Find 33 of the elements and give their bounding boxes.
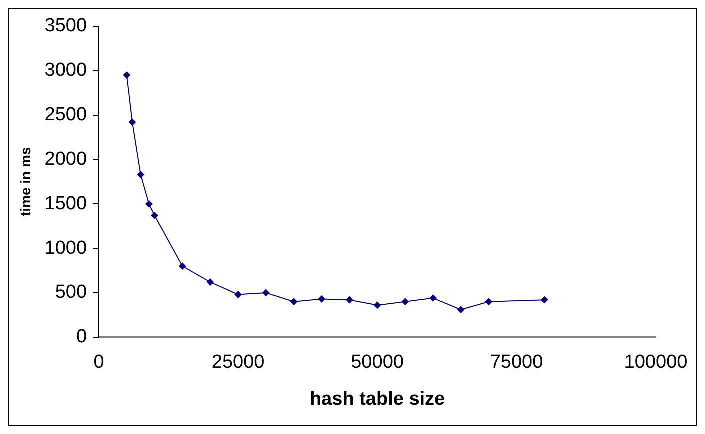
y-tick-label: 3000	[44, 60, 88, 82]
point	[146, 200, 153, 208]
x-tick-label: 0	[94, 352, 104, 374]
point	[458, 306, 465, 314]
y-tick-label: 1000	[44, 238, 88, 259]
x-tick-label: 50000	[351, 352, 404, 374]
point	[374, 302, 382, 309]
point	[234, 291, 242, 298]
y-tick-label: 500	[55, 282, 88, 304]
point	[541, 296, 548, 304]
point	[206, 278, 214, 286]
point	[290, 298, 298, 306]
y-axis-title: time in ms	[17, 147, 34, 217]
point	[151, 212, 158, 220]
y-tick-label: 2500	[44, 104, 88, 126]
x-tick-label: 75000	[490, 352, 544, 374]
y-tick-label: 3500	[44, 16, 88, 37]
point	[402, 298, 409, 306]
point	[485, 298, 492, 306]
y-tick-label: 1500	[44, 193, 88, 214]
y-tick-label: 0	[76, 326, 88, 348]
point	[137, 171, 144, 178]
point	[346, 296, 354, 304]
y-tick-label: 2000	[44, 148, 88, 170]
point	[430, 294, 437, 302]
x-axis-title: hash table size	[310, 388, 446, 410]
x-tick-label: 100000	[624, 352, 688, 374]
point	[262, 289, 270, 296]
x-tick-label: 25000	[212, 352, 265, 374]
point	[318, 296, 326, 303]
point	[128, 118, 136, 126]
point	[123, 72, 130, 79]
point	[179, 262, 186, 270]
